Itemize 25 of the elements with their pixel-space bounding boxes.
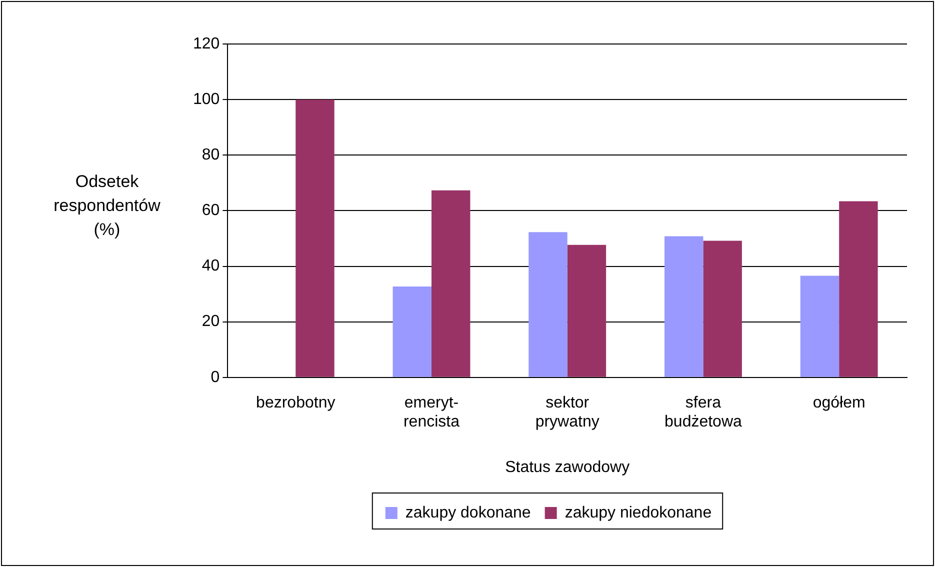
- y-tick-label: 60: [202, 202, 220, 220]
- y-axis-title: Odsetek respondentów (%): [52, 171, 162, 241]
- bar: [296, 100, 334, 377]
- bar: [839, 201, 878, 377]
- x-tick-label: sfera budżetowa: [664, 394, 742, 431]
- y-tick-label: 0: [210, 368, 220, 386]
- bar: [528, 232, 568, 377]
- bar: [800, 276, 840, 377]
- x-tick-label: ogółem: [812, 394, 866, 412]
- x-tick-label: bezrobotny: [256, 394, 336, 412]
- x-tick-label: sektor prywatny: [535, 394, 600, 431]
- x-tick-label: emeryt- rencista: [403, 394, 460, 431]
- legend-label: zakupy niedokonane: [564, 504, 712, 522]
- y-tick-label: 120: [192, 35, 220, 52]
- y-tick-label: 80: [202, 146, 220, 164]
- bar: [392, 286, 432, 377]
- legend-label: zakupy dokonane: [405, 504, 531, 522]
- y-tick-label: 100: [192, 90, 220, 108]
- y-tick-label: 40: [202, 258, 220, 275]
- x-axis-title: Status zawodowy: [505, 458, 630, 476]
- bar: [664, 236, 704, 377]
- bar: [703, 240, 742, 377]
- bar: [567, 244, 606, 377]
- bar: [431, 190, 470, 377]
- y-tick-label: 20: [202, 313, 220, 330]
